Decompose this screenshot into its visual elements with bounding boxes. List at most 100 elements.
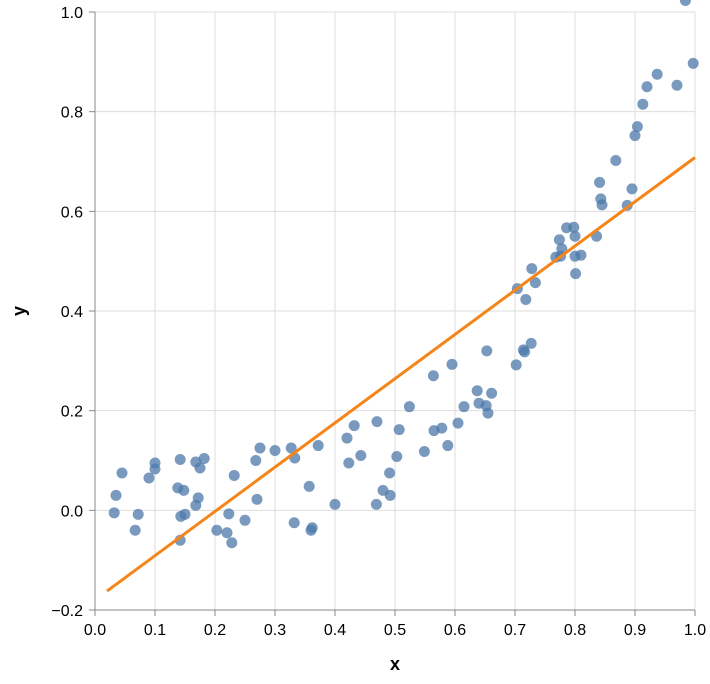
- scatter-point: [471, 385, 483, 397]
- scatter-point: [194, 462, 206, 474]
- y-tick-label: 0.8: [61, 105, 83, 122]
- scatter-point: [687, 57, 699, 69]
- y-tick-label: 0.4: [61, 304, 83, 321]
- scatter-point: [594, 176, 606, 188]
- scatter-point: [519, 346, 531, 358]
- scatter-point: [226, 537, 238, 549]
- scatter-point: [427, 370, 439, 382]
- scatter-point: [175, 510, 187, 522]
- scatter-point: [143, 472, 155, 484]
- scatter-point: [553, 234, 565, 246]
- scatter-point: [525, 337, 537, 349]
- x-tick-label: 0.4: [324, 622, 346, 639]
- scatter-point: [305, 524, 317, 536]
- x-tick-label: 1.0: [684, 622, 706, 639]
- axes: 0.0 0.1 0.2 0.3 0.4 0.5 0.6 0.7 0.8 0.9 1.0−0.20.0…: [51, 5, 706, 639]
- y-tick-label: 1.0: [61, 5, 83, 22]
- scatter-point: [228, 469, 240, 481]
- scatter-point: [481, 345, 493, 357]
- scatter-point: [418, 446, 430, 458]
- scatter-point: [348, 420, 360, 432]
- scatter-point: [568, 221, 580, 233]
- scatter-point: [285, 442, 297, 454]
- scatter-point: [223, 508, 235, 520]
- y-tick-label: 0.0: [61, 503, 83, 520]
- scatter-point: [651, 68, 663, 80]
- y-tick-label: −0.2: [51, 603, 83, 620]
- scatter-point: [110, 489, 122, 501]
- scatter-point: [631, 121, 643, 133]
- scatter-point: [436, 422, 448, 434]
- scatter-point: [132, 508, 144, 520]
- scatter-point: [312, 440, 324, 452]
- scatter-point: [610, 155, 622, 167]
- scatter-point: [190, 499, 202, 511]
- scatter-point: [370, 498, 382, 510]
- scatter-point: [482, 407, 494, 419]
- scatter-point: [403, 401, 415, 413]
- scatter-point: [355, 450, 367, 462]
- scatter-point: [486, 387, 498, 399]
- x-tick-label: 0.6: [444, 622, 466, 639]
- scatter-point: [288, 517, 300, 529]
- scatter-point: [575, 249, 587, 261]
- scatter-point: [391, 451, 403, 463]
- x-tick-label: 0.2: [204, 622, 226, 639]
- scatter-point: [198, 453, 210, 465]
- scatter-point: [129, 524, 141, 536]
- scatter-point: [329, 498, 341, 510]
- scatter-point: [569, 230, 581, 242]
- scatter-point: [458, 401, 470, 413]
- x-tick-label: 0.9: [624, 622, 646, 639]
- scatter-point: [526, 263, 538, 275]
- scatter-point: [341, 432, 353, 444]
- scatter-point: [221, 527, 233, 539]
- x-tick-label: 0.3: [264, 622, 286, 639]
- scatter-point: [108, 507, 120, 519]
- x-tick-label: 0.5: [384, 622, 406, 639]
- scatter-point: [116, 467, 128, 479]
- scatter-point: [596, 199, 608, 211]
- fit-line-group: [106, 156, 696, 593]
- scatter-point: [343, 457, 355, 469]
- scatter-point: [556, 243, 568, 255]
- x-tick-label: 0.0: [84, 622, 106, 639]
- scatter-point: [178, 484, 190, 496]
- y-tick-label: 0.2: [61, 404, 83, 421]
- scatter-point: [250, 455, 262, 466]
- grid-lines: [94, 11, 696, 611]
- scatter-point: [671, 79, 683, 91]
- x-tick-label: 0.7: [504, 622, 526, 639]
- scatter-point: [384, 489, 396, 501]
- scatter-point: [641, 81, 653, 93]
- fit-line: [106, 156, 696, 593]
- scatter-point: [520, 294, 532, 306]
- x-axis-title: x: [390, 654, 400, 674]
- y-axis-title: y: [9, 306, 29, 316]
- scatter-point: [384, 467, 396, 479]
- scatter-point: [626, 183, 638, 195]
- scatter-point: [529, 277, 541, 289]
- scatter-point: [452, 417, 464, 429]
- x-tick-label: 0.8: [564, 622, 586, 639]
- scatter-points: [108, 0, 699, 549]
- scatter-point: [149, 463, 161, 475]
- scatter-point: [269, 445, 281, 457]
- scatter-point: [637, 98, 649, 110]
- scatter-point: [174, 454, 186, 466]
- scatter-point: [570, 268, 582, 280]
- y-tick-label: 0.6: [61, 204, 83, 221]
- scatter-point: [251, 493, 263, 505]
- scatter-point: [679, 0, 691, 7]
- scatter-point: [446, 358, 458, 370]
- scatter-point: [510, 359, 522, 371]
- scatter-point: [442, 440, 454, 452]
- scatter-point: [629, 130, 641, 142]
- scatter-point: [371, 416, 383, 428]
- scatter-point: [239, 514, 251, 526]
- scatter-point: [254, 442, 266, 454]
- scatter-point: [393, 424, 405, 436]
- x-tick-label: 0.1: [144, 622, 166, 639]
- scatter-point: [211, 524, 223, 536]
